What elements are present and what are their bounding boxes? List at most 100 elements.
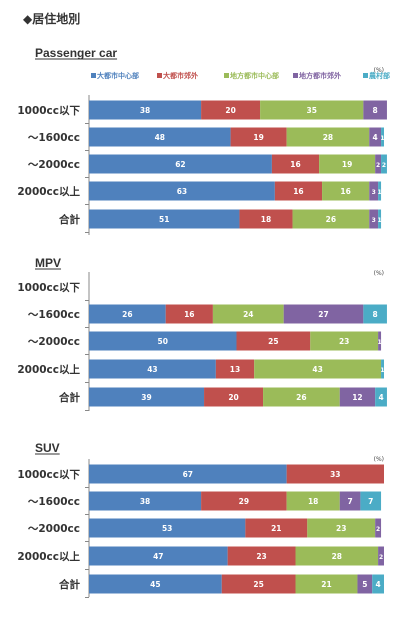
- bar-segment: [286, 464, 384, 484]
- bar-value-label: 1: [377, 339, 381, 346]
- bar-value-label: 39: [141, 393, 151, 402]
- bar-value-label: 33: [330, 470, 340, 479]
- bar-segment: [89, 331, 237, 351]
- bar-segment: [221, 574, 296, 594]
- legend-swatch-2: [224, 73, 229, 78]
- bar-segment: [363, 304, 387, 324]
- bar-segment: [369, 181, 379, 201]
- bar-segment: [375, 387, 387, 407]
- bar-value-label: 50: [158, 337, 168, 346]
- bar-value-label: 16: [293, 187, 303, 196]
- category-label: 1000cc以下: [17, 469, 80, 481]
- bar-segment: [381, 154, 387, 174]
- category-label: ～2000cc: [28, 523, 80, 535]
- bar-value-label: 4: [378, 393, 383, 402]
- legend-label-1: 大都市郊外: [163, 71, 198, 80]
- bar-segment: [378, 181, 382, 201]
- bar-value-label: 16: [184, 310, 194, 319]
- bar-value-label: 19: [253, 133, 263, 142]
- bar-segment: [274, 181, 323, 201]
- bar-value-label: 25: [253, 580, 263, 589]
- bar-segment: [89, 304, 166, 324]
- legend-label-4: 農村部: [369, 71, 390, 80]
- bar-value-label: 2: [376, 526, 380, 533]
- bar-segment: [89, 518, 246, 538]
- bar-value-label: 20: [228, 393, 238, 402]
- bar-value-label: 18: [261, 215, 271, 224]
- bar-value-label: 2: [376, 162, 380, 169]
- bar-segment: [204, 387, 264, 407]
- bar-segment: [201, 491, 287, 511]
- category-label: ～2000cc: [28, 336, 80, 348]
- bar-segment: [89, 127, 231, 147]
- bar-segment: [363, 100, 387, 120]
- bar-value-label: 35: [307, 106, 317, 115]
- mpv-title: MPV: [35, 256, 61, 270]
- bar-segment: [89, 574, 222, 594]
- bar-value-label: 1: [380, 135, 384, 142]
- suv-chart: SUV (%) 1000cc以下 67 33 ～1600cc 38 29 18 7 7 ～2000cc…: [17, 441, 384, 598]
- bar-value-label: 23: [339, 337, 349, 346]
- bar-segment: [381, 127, 384, 147]
- bar-value-label: 5: [362, 580, 367, 589]
- bar-value-label: 51: [159, 215, 169, 224]
- bar-value-label: 4: [373, 133, 378, 142]
- passenger-car-title: Passenger car: [35, 46, 117, 60]
- legend-label-0: 大都市中心部: [97, 71, 139, 80]
- bar-value-label: 28: [332, 552, 342, 561]
- passenger-car-unit-label: (%): [374, 67, 384, 74]
- bar-segment: [310, 331, 379, 351]
- bar-value-label: 1: [380, 367, 384, 374]
- legend-swatch-1: [157, 73, 162, 78]
- category-label: 合計: [58, 213, 80, 226]
- bar-segment: [283, 304, 364, 324]
- bar-value-label: 48: [155, 133, 165, 142]
- bar-value-label: 7: [368, 497, 373, 506]
- bar-value-label: 16: [340, 187, 350, 196]
- bar-value-label: 3: [372, 189, 376, 196]
- bar-segment: [230, 127, 287, 147]
- bar-value-label: 8: [373, 106, 378, 115]
- bar-value-label: 62: [175, 160, 185, 169]
- bar-segment: [89, 491, 202, 511]
- category-label: 2000cc以上: [17, 550, 80, 563]
- bar-segment: [286, 127, 370, 147]
- bar-value-label: 16: [290, 160, 300, 169]
- suv-unit-label: (%): [374, 456, 384, 463]
- bar-value-label: 18: [308, 497, 318, 506]
- bar-segment: [381, 359, 384, 379]
- legend-swatch-4: [363, 73, 368, 78]
- bar-segment: [319, 154, 376, 174]
- bar-value-label: 24: [243, 310, 253, 319]
- bar-segment: [89, 359, 216, 379]
- bar-value-label: 1: [377, 217, 381, 224]
- bar-segment: [89, 209, 240, 229]
- bar-value-label: 63: [177, 187, 187, 196]
- bar-segment: [339, 491, 361, 511]
- bar-value-label: 45: [150, 580, 160, 589]
- bar-value-label: 26: [122, 310, 132, 319]
- bar-segment: [263, 387, 340, 407]
- category-label: ～1600cc: [28, 132, 80, 144]
- bar-segment: [292, 209, 370, 229]
- bar-segment: [295, 546, 379, 566]
- bar-value-label: 43: [147, 365, 157, 374]
- mpv-unit-label: (%): [374, 270, 384, 277]
- bar-value-label: 28: [323, 133, 333, 142]
- bar-segment: [375, 154, 382, 174]
- bar-value-label: 67: [183, 470, 193, 479]
- bar-value-label: 3: [372, 217, 376, 224]
- bar-value-label: 38: [140, 497, 150, 506]
- category-label: ～2000cc: [28, 159, 80, 171]
- category-label: 2000cc以上: [17, 363, 80, 376]
- bar-value-label: 21: [321, 580, 331, 589]
- bar-segment: [245, 518, 308, 538]
- bar-segment: [227, 546, 296, 566]
- suv-title: SUV: [35, 441, 60, 455]
- bar-segment: [89, 464, 287, 484]
- bar-value-label: 8: [373, 310, 378, 319]
- category-label: 合計: [58, 391, 80, 404]
- bar-value-label: 12: [352, 393, 362, 402]
- bar-segment: [378, 209, 382, 229]
- bar-segment: [89, 181, 275, 201]
